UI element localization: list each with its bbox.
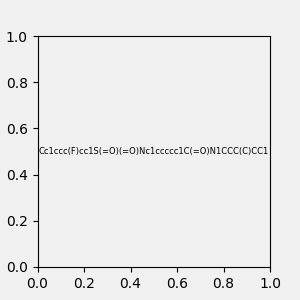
Text: Cc1ccc(F)cc1S(=O)(=O)Nc1ccccc1C(=O)N1CCC(C)CC1: Cc1ccc(F)cc1S(=O)(=O)Nc1ccccc1C(=O)N1CCC… <box>39 147 269 156</box>
